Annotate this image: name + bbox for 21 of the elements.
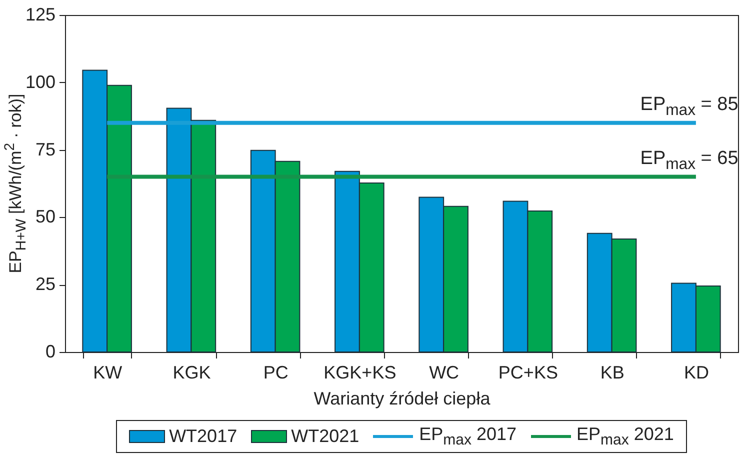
legend-label: WT2017: [169, 426, 238, 448]
y-tick-label: 0: [45, 342, 56, 362]
x-tick-label: KW: [93, 362, 122, 382]
x-tick-label: KGK: [172, 362, 211, 382]
x-tick-label: PC: [263, 362, 288, 382]
y-tick-label: 25: [35, 274, 56, 294]
legend-label: WT2021: [291, 426, 360, 448]
x-tick-label: WC: [429, 362, 460, 382]
legend-label: EP$_{max}$ 2017: [419, 424, 517, 449]
x-tick-label: PC+KS: [498, 362, 558, 382]
x-tick-label: KB: [600, 362, 624, 382]
annotation: EP$_{max}$ = 85: [640, 94, 738, 120]
y-tick-label: 125: [25, 4, 56, 24]
x-tick-label: KGK+KS: [324, 362, 396, 382]
y-tick-label: 100: [25, 72, 56, 92]
x-tick-label: KD: [684, 362, 709, 382]
y-tick-label: 50: [35, 206, 56, 227]
x-axis-title: Warianty źródeł ciepła: [314, 388, 492, 408]
annotation: EP$_{max}$ = 65: [640, 148, 738, 174]
legend-label: EP$_{max}$ 2021: [576, 424, 674, 449]
y-tick-label: 75: [35, 139, 56, 160]
